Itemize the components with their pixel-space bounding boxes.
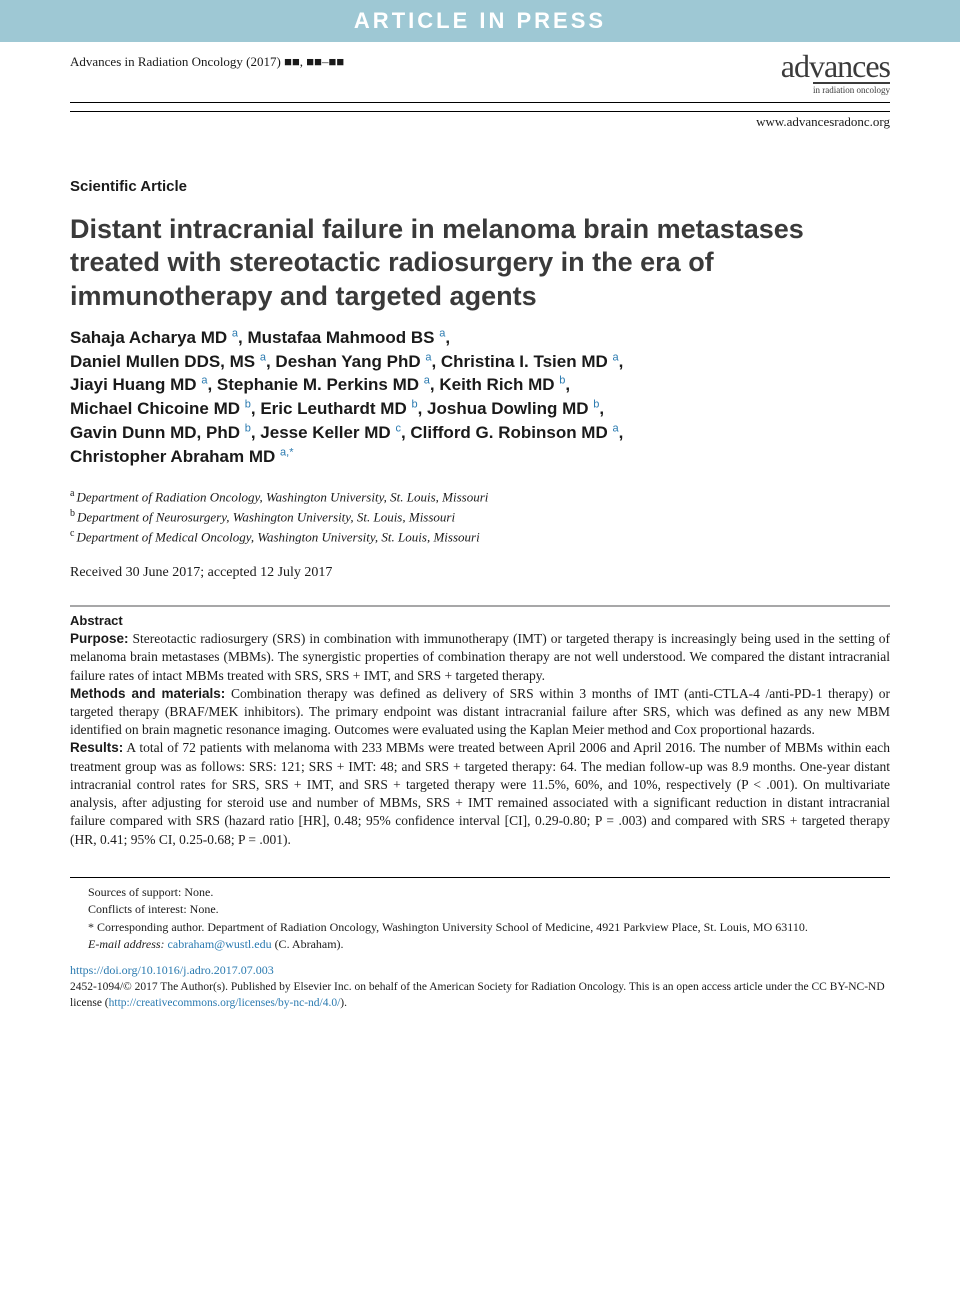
footnote-corresponding: * Corresponding author. Department of Ra… — [70, 919, 890, 936]
abstract-purpose-head: Purpose: — [70, 631, 129, 646]
doi: https://doi.org/10.1016/j.adro.2017.07.0… — [70, 963, 890, 978]
affiliations: aDepartment of Radiation Oncology, Washi… — [70, 487, 890, 548]
email-link[interactable]: cabraham@wustl.edu — [168, 937, 272, 951]
footnote-conflicts: Conflicts of interest: None. — [70, 901, 890, 918]
footnote-support: Sources of support: None. — [70, 884, 890, 901]
abstract-rule — [70, 605, 890, 607]
affiliation-b: bDepartment of Neurosurgery, Washington … — [70, 507, 890, 527]
affiliation-a: aDepartment of Radiation Oncology, Washi… — [70, 487, 890, 507]
logo-subtitle: in radiation oncology — [813, 82, 890, 95]
abstract-body: Purpose: Stereotactic radiosurgery (SRS)… — [70, 630, 890, 849]
article-title: Distant intracranial failure in melanoma… — [70, 213, 890, 314]
abstract-results-head: Results: — [70, 740, 123, 755]
header-row: Advances in Radiation Oncology (2017) ■■… — [70, 54, 890, 103]
logo-word: advances — [781, 54, 890, 80]
journal-logo: advances in radiation oncology — [781, 54, 890, 98]
author-list: Sahaja Acharya MD a, Mustafaa Mahmood BS… — [70, 326, 890, 469]
abstract-results-body: A total of 72 patients with melanoma wit… — [70, 740, 890, 846]
license-link[interactable]: http://creativecommons.org/licenses/by-n… — [109, 997, 341, 1009]
page-body: Advances in Radiation Oncology (2017) ■■… — [0, 54, 960, 1051]
abstract-label: Abstract — [70, 613, 890, 628]
article-type: Scientific Article — [70, 178, 890, 195]
footnotes: Sources of support: None. Conflicts of i… — [70, 877, 890, 954]
citation: Advances in Radiation Oncology (2017) ■■… — [70, 54, 344, 70]
press-banner: ARTICLE IN PRESS — [0, 0, 960, 42]
affiliation-c: cDepartment of Medical Oncology, Washing… — [70, 527, 890, 547]
abstract-methods-head: Methods and materials: — [70, 686, 225, 701]
abstract-purpose-body: Stereotactic radiosurgery (SRS) in combi… — [70, 631, 890, 682]
doi-link[interactable]: https://doi.org/10.1016/j.adro.2017.07.0… — [70, 963, 274, 977]
copyright: 2452-1094/© 2017 The Author(s). Publishe… — [70, 980, 890, 1011]
footnote-email: E-mail address: cabraham@wustl.edu (C. A… — [70, 936, 890, 953]
journal-url: www.advancesradonc.org — [70, 111, 890, 130]
article-dates: Received 30 June 2017; accepted 12 July … — [70, 565, 890, 581]
